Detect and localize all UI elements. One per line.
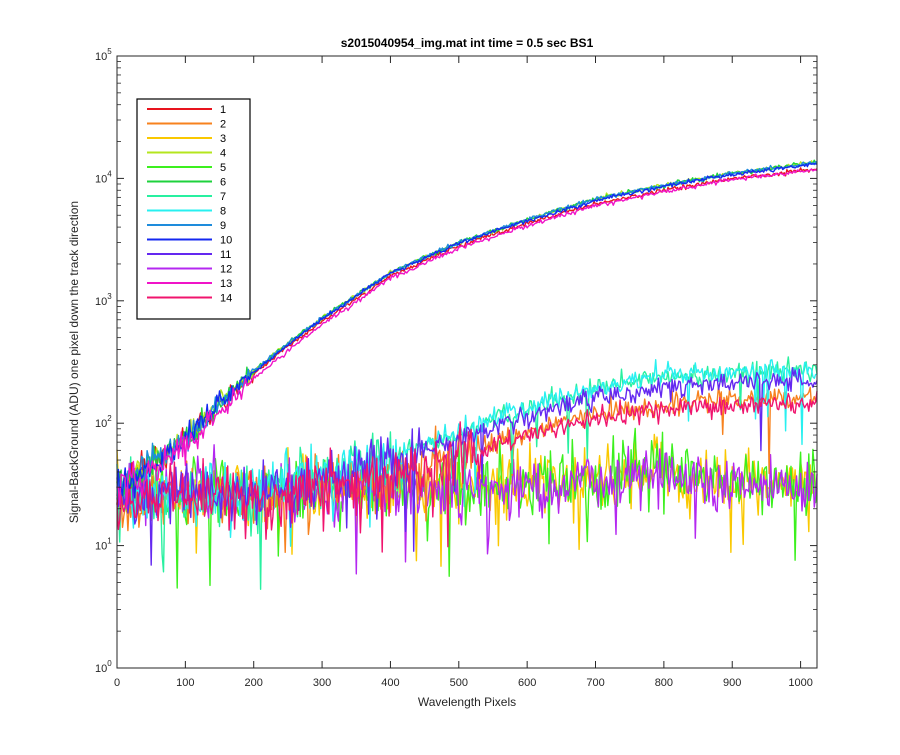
y-tick-label: 105 xyxy=(95,47,112,63)
x-tick-label: 500 xyxy=(450,677,468,689)
legend-label: 11 xyxy=(220,249,231,261)
y-tick-label: 101 xyxy=(95,537,112,553)
legend-label: 4 xyxy=(220,148,226,160)
x-tick-label: 600 xyxy=(518,677,536,689)
x-tick-label: 800 xyxy=(655,677,673,689)
x-tick-label: 900 xyxy=(723,677,741,689)
legend-item-3: 3 xyxy=(147,133,226,145)
chart-title: s2015040954_img.mat int time = 0.5 sec B… xyxy=(341,36,594,50)
ticks-layer: 0 100 200 300 400 500 600 700 800 900 100010010110… xyxy=(95,47,817,689)
legend-label: 6 xyxy=(220,177,226,189)
legend-item-14: 14 xyxy=(147,293,232,305)
legend-item-2: 2 xyxy=(147,119,226,131)
x-tick-label: 0 xyxy=(114,677,120,689)
legend-label: 10 xyxy=(220,235,232,247)
x-tick-label: 1000 xyxy=(788,677,812,689)
legend-item-1: 1 xyxy=(147,104,226,116)
x-axis-label: Wavelength Pixels xyxy=(418,695,516,709)
legend-label: 9 xyxy=(220,220,226,232)
legend-label: 3 xyxy=(220,133,226,145)
legend-item-8: 8 xyxy=(147,206,226,218)
x-tick-label: 400 xyxy=(381,677,399,689)
legend-label: 13 xyxy=(220,278,232,290)
x-tick-label: 700 xyxy=(586,677,604,689)
legend-item-5: 5 xyxy=(147,162,226,174)
legend-item-7: 7 xyxy=(147,191,226,203)
legend-label: 8 xyxy=(220,206,226,218)
legend-label: 12 xyxy=(220,264,232,276)
legend-label: 5 xyxy=(220,162,226,174)
legend-item-10: 10 xyxy=(147,235,232,247)
legend-item-4: 4 xyxy=(147,148,226,160)
series-line-14 xyxy=(116,391,818,553)
y-tick-label: 103 xyxy=(95,292,112,308)
plot-frame xyxy=(116,55,818,669)
y-tick-label: 104 xyxy=(95,169,112,185)
legend-item-13: 13 xyxy=(147,278,232,290)
legend-item-9: 9 xyxy=(147,220,226,232)
legend-label: 1 xyxy=(220,104,226,116)
y-tick-label: 100 xyxy=(95,659,112,675)
y-tick-label: 102 xyxy=(95,414,112,430)
series-line-13 xyxy=(116,168,818,510)
y-axis-label: Signal-BackGround (ADU) one pixel down t… xyxy=(67,201,81,523)
series-line-10 xyxy=(116,162,817,499)
legend-item-6: 6 xyxy=(147,177,226,189)
legend-label: 7 xyxy=(220,191,226,203)
x-tick-label: 200 xyxy=(245,677,263,689)
legend-label: 2 xyxy=(220,119,226,131)
legend-item-12: 12 xyxy=(147,264,232,276)
legend-item-11: 11 xyxy=(147,249,231,261)
x-tick-label: 300 xyxy=(313,677,331,689)
x-tick-label: 100 xyxy=(176,677,194,689)
series-layer xyxy=(116,159,818,590)
legend-label: 14 xyxy=(220,293,232,305)
legend-box xyxy=(136,98,251,320)
